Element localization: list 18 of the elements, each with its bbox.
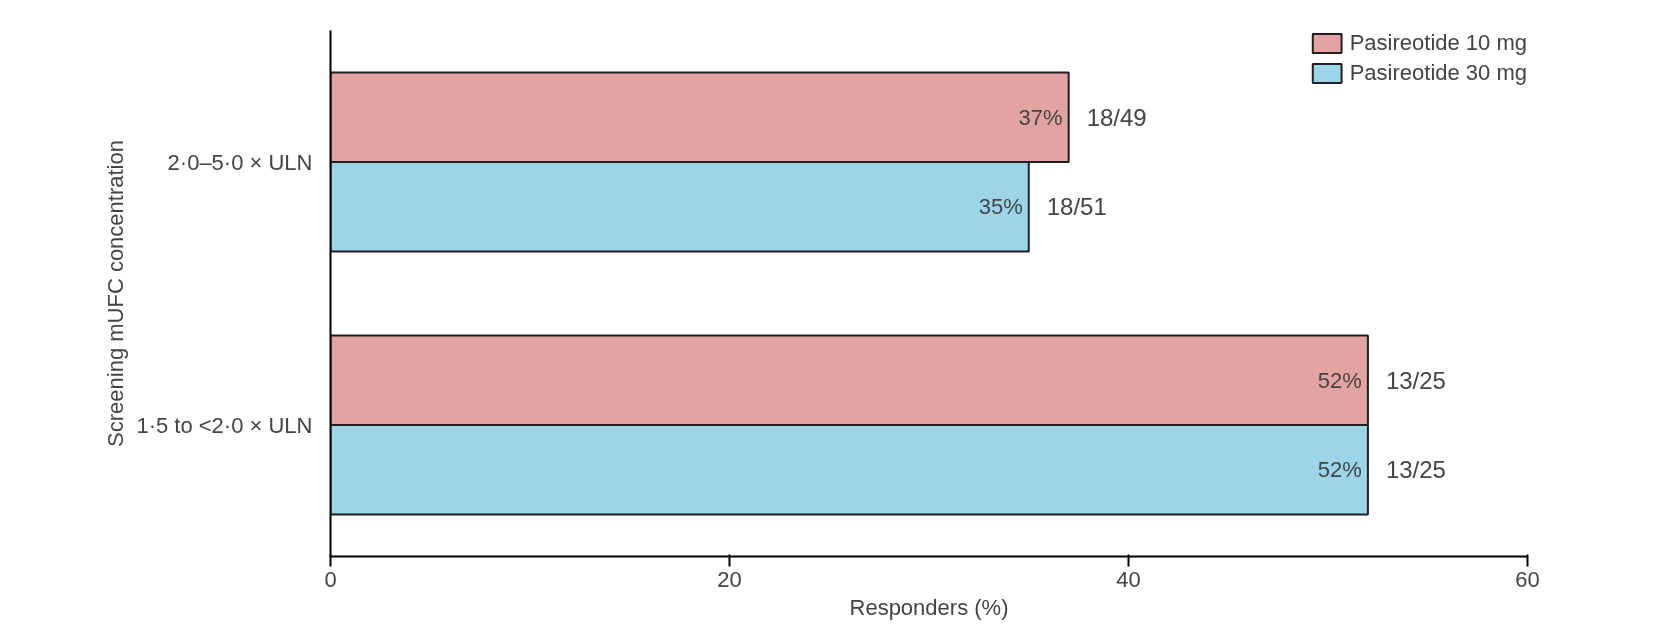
data-label: 35% bbox=[978, 194, 1023, 220]
x-tick-label: 60 bbox=[1515, 566, 1540, 592]
data-label: 52% bbox=[1317, 457, 1362, 483]
annotation: 13/25 bbox=[1385, 456, 1446, 484]
data-label: 37% bbox=[1018, 104, 1063, 130]
annotation: 18/49 bbox=[1086, 103, 1147, 131]
y-axis-title: Screening mUFC concentration bbox=[103, 140, 129, 447]
x-tick-label: 40 bbox=[1116, 566, 1141, 592]
x-axis-title: Responders (%) bbox=[849, 594, 1009, 620]
y-tick-label: 1·5 to <2·0 × ULN bbox=[136, 412, 313, 438]
x-tick-label: 20 bbox=[717, 566, 742, 592]
legend-label: Pasireotide 30 mg bbox=[1349, 60, 1527, 86]
legend-label: Pasireotide 10 mg bbox=[1349, 30, 1527, 56]
annotation: 18/51 bbox=[1046, 193, 1107, 221]
x-tick-label: 0 bbox=[324, 566, 337, 592]
data-label: 52% bbox=[1317, 367, 1362, 393]
y-tick-label: 2·0–5·0 × ULN bbox=[167, 149, 313, 175]
annotation: 13/25 bbox=[1385, 366, 1446, 394]
